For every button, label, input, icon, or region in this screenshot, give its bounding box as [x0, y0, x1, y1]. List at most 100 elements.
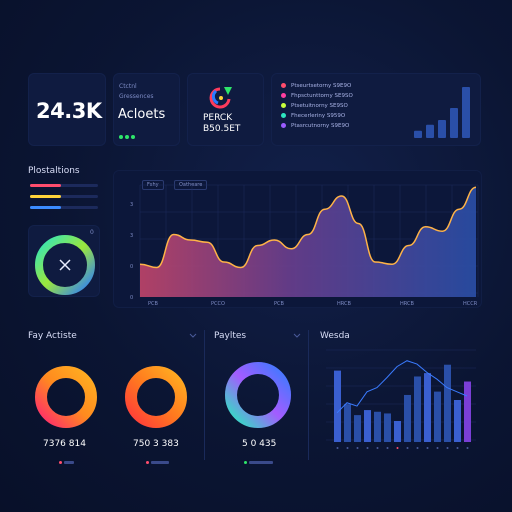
mini-bar-chart [414, 87, 470, 138]
donut-2-legend [146, 452, 169, 471]
legend-item[interactable]: Ptseurtsetorny S9E9O [281, 83, 351, 89]
ring-corner-mark: 0 [90, 229, 94, 236]
chevron-icon[interactable] [293, 333, 301, 339]
legend-item[interactable]: Fhecerleriny S959O [281, 113, 345, 119]
bar-tick-mark [366, 447, 369, 449]
bar-tick-mark [346, 447, 349, 449]
legend-item[interactable]: Ptasrcutnorny S9E9O [281, 123, 349, 129]
progress-ring [35, 235, 95, 295]
bar [364, 410, 371, 442]
mini-bar [462, 87, 470, 138]
left-bar-fill [30, 184, 61, 187]
brand-label-1: PERCK [203, 113, 233, 123]
left-bar-track [30, 195, 98, 198]
donut-arc [35, 366, 97, 428]
main-area-chart [139, 184, 479, 297]
donut-arc [225, 362, 291, 428]
legend-dot-icon [281, 93, 286, 98]
bar [344, 404, 351, 442]
donut-2-value: 750 3 383 [133, 439, 179, 449]
bottom-right-title: Wesda [320, 331, 350, 341]
legend-label: Fhpsctunttorny SE9SO [291, 93, 353, 99]
bar-tick-mark [446, 447, 449, 449]
mini-bar [438, 120, 446, 138]
x-tick-label: HRCB [337, 301, 351, 307]
donut-arc [125, 366, 187, 428]
bar-line-chart [326, 349, 476, 449]
donut-3-value: 5 0 435 [242, 439, 277, 449]
activity-caption-2: Gressences [119, 93, 154, 100]
bar [394, 421, 401, 442]
left-panel-title: Plostaltions [28, 166, 80, 176]
left-bar-track [30, 206, 98, 209]
bar [464, 381, 471, 442]
bar-tick-mark [456, 447, 459, 449]
left-bar-fill [30, 195, 61, 198]
bar [424, 373, 431, 442]
bar [384, 413, 391, 442]
area-fill [140, 187, 476, 297]
legend-item[interactable]: Ptsetuitnorny SE9SO [281, 103, 348, 109]
bar-tick-mark [356, 447, 359, 449]
legend-label: Ptsetuitnorny SE9SO [291, 103, 348, 109]
y-tick-label: 3 [130, 233, 134, 239]
left-bar-fill [30, 206, 61, 209]
bar [434, 391, 441, 442]
donut-3-legend [244, 452, 273, 471]
activity-title: Acloets [118, 107, 166, 122]
bar [404, 394, 411, 442]
brand-label-2: B50.5ET [203, 124, 241, 134]
mini-bar [450, 108, 458, 138]
divider-1 [204, 330, 205, 460]
bar [354, 415, 361, 442]
legend-label: Fhecerleriny S959O [291, 113, 346, 119]
x-tick-label: PCB [148, 301, 158, 307]
donut-1-value: 7376 814 [43, 439, 86, 449]
donut-chart-1 [35, 366, 97, 428]
y-tick-label: 3 [130, 202, 134, 208]
bar-tick-mark [396, 447, 399, 449]
mini-bar [414, 130, 422, 138]
close-icon[interactable] [58, 258, 72, 272]
trend-line [336, 360, 468, 414]
bar-tick-mark [416, 447, 419, 449]
y-tick-label: 0 [130, 295, 134, 301]
donut-chart-3 [225, 362, 291, 428]
donut-1-legend [59, 452, 74, 471]
bar-tick-mark [376, 447, 379, 449]
brand-card[interactable] [187, 73, 264, 146]
bar-tick-mark [436, 447, 439, 449]
x-tick-label: PCB [274, 301, 284, 307]
activity-card[interactable] [113, 73, 180, 146]
bottom-mid-title: Payltes [214, 331, 247, 341]
left-bar-track [30, 184, 98, 187]
legend-label: Ptseurtsetorny S9E9O [291, 83, 352, 89]
legend-dot-icon [281, 83, 286, 88]
brand-logo-icon [209, 87, 232, 109]
activity-caption-1: Ctctnl [119, 83, 137, 90]
bar-tick-mark [386, 447, 389, 449]
legend-label: Ptasrcutnorny S9E9O [291, 123, 350, 129]
x-tick-label: HCCR [463, 301, 478, 307]
bar-tick-mark [336, 447, 339, 449]
bar-tick-mark [406, 447, 409, 449]
activity-dots [119, 126, 140, 145]
bar-tick-mark [426, 447, 429, 449]
legend-dot-icon [281, 113, 286, 118]
area-line [139, 186, 477, 269]
chevron-icon[interactable] [189, 333, 197, 339]
divider-2 [308, 330, 309, 460]
kpi-value: 24.3K [36, 99, 102, 123]
kpi-card[interactable] [28, 73, 106, 146]
bottom-left-title: Fay Actiste [28, 331, 77, 341]
bar [454, 400, 461, 442]
legend-dot-icon [281, 123, 286, 128]
bar [374, 411, 381, 442]
legend-dot-icon [281, 103, 286, 108]
mini-bar [426, 124, 434, 138]
bar [444, 364, 451, 442]
bar-tick-mark [466, 447, 469, 449]
legend-item[interactable]: Fhpsctunttorny SE9SO [281, 93, 353, 99]
bar [414, 376, 421, 442]
y-tick-label: 0 [130, 264, 134, 270]
